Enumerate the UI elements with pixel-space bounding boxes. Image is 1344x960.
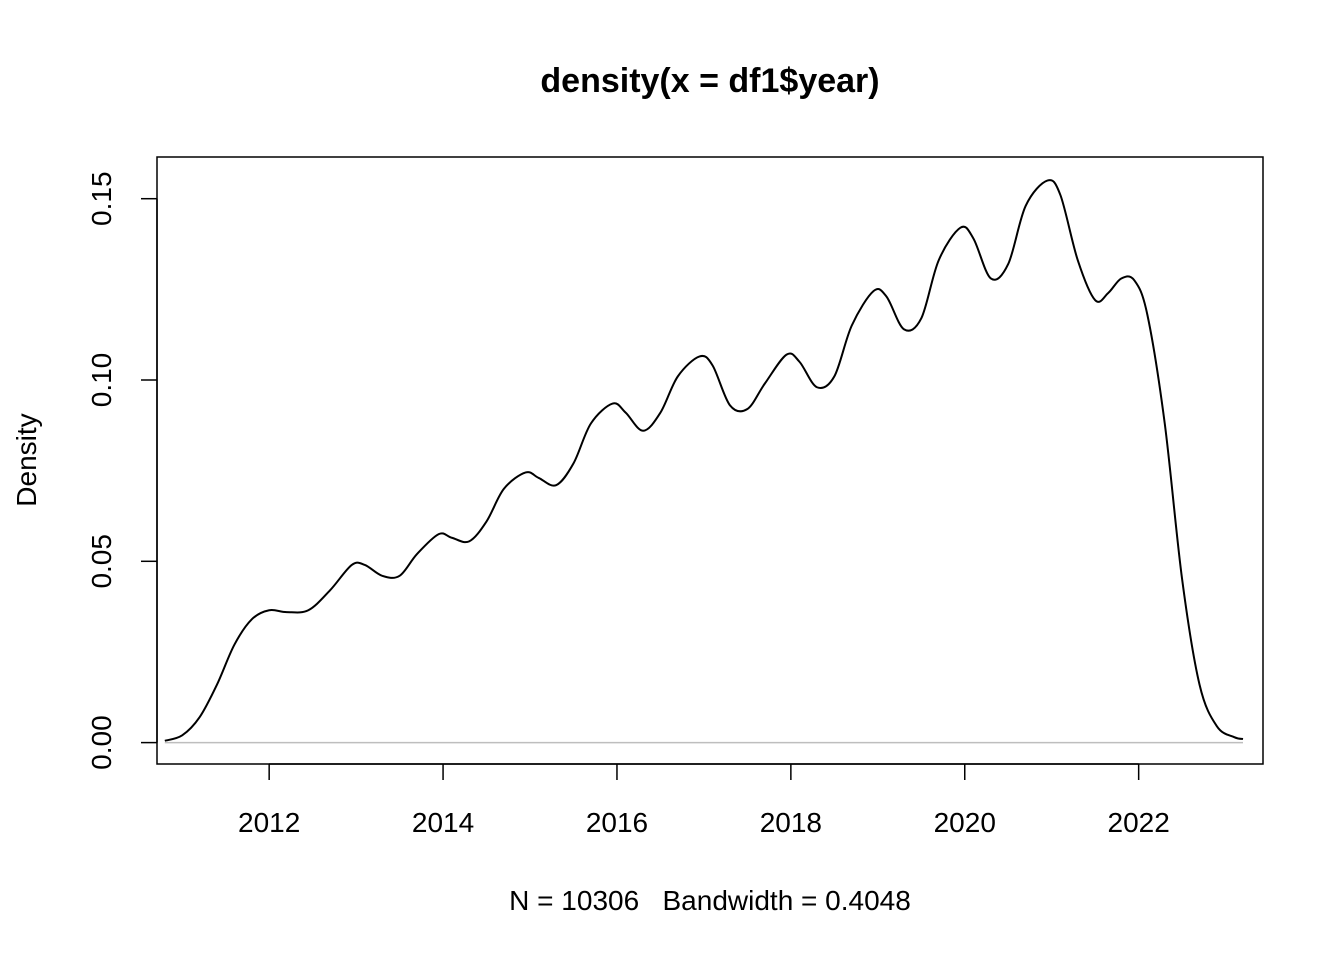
density-curve bbox=[164, 179, 1244, 742]
y-tick-label: 0.15 bbox=[86, 171, 117, 226]
x-tick-label: 2020 bbox=[934, 807, 996, 838]
x-tick-label: 2022 bbox=[1108, 807, 1170, 838]
x-tick-label: 2016 bbox=[586, 807, 648, 838]
plot-box bbox=[156, 156, 1264, 765]
x-tick-label: 2018 bbox=[760, 807, 822, 838]
chart-title: density(x = df1$year) bbox=[540, 62, 879, 100]
y-axis-label: Density bbox=[11, 413, 42, 506]
x-tick-label: 2014 bbox=[412, 807, 474, 838]
x-axis-label: N = 10306 Bandwidth = 0.4048 bbox=[509, 885, 911, 916]
y-tick-label: 0.05 bbox=[86, 534, 117, 589]
x-tick-label: 2012 bbox=[238, 807, 300, 838]
y-axis: 0.00 0.05 0.10 0.15 bbox=[86, 171, 158, 770]
y-tick-label: 0.00 bbox=[86, 715, 117, 770]
x-axis: 2012 2014 2016 2018 2020 2022 bbox=[238, 763, 1170, 838]
y-tick-label: 0.10 bbox=[86, 353, 117, 408]
